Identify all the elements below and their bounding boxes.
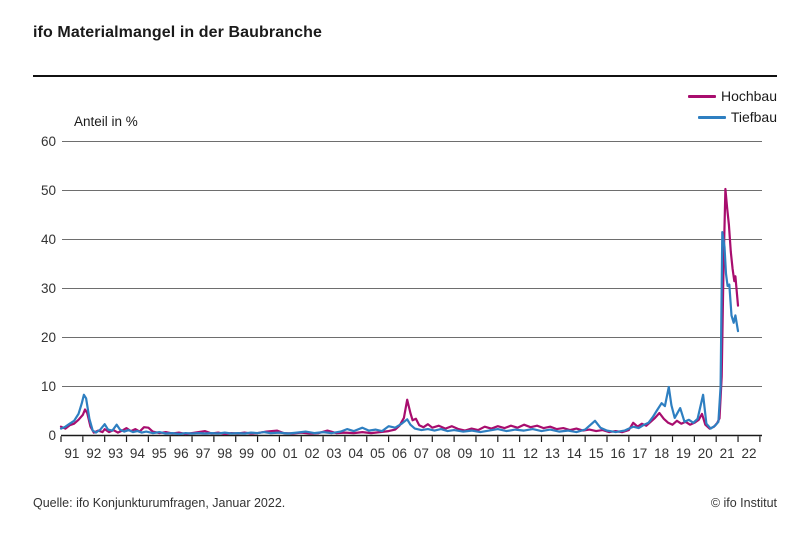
x-tick-label: 03 xyxy=(326,446,341,461)
tiefbau-line-swatch xyxy=(697,115,726,119)
x-tick-label: 02 xyxy=(305,446,320,461)
x-tick-label: 12 xyxy=(523,446,538,461)
x-tick-label: 93 xyxy=(108,446,123,461)
legend-item-tiefbau: Tiefbau xyxy=(697,109,777,125)
x-tick-label: 00 xyxy=(261,446,276,461)
x-tick-label: 95 xyxy=(152,446,167,461)
x-tick-label: 92 xyxy=(86,446,101,461)
x-tick-label: 22 xyxy=(741,446,756,461)
x-tick-label: 97 xyxy=(195,446,210,461)
x-tick-label: 18 xyxy=(654,446,669,461)
y-tick-label: 10 xyxy=(41,379,56,394)
x-tick-label: 08 xyxy=(436,446,451,461)
x-tick-label: 07 xyxy=(414,446,429,461)
x-tick-label: 96 xyxy=(174,446,189,461)
x-tick-label: 14 xyxy=(567,446,583,461)
x-tick-label: 04 xyxy=(348,446,364,461)
y-tick-label: 0 xyxy=(48,428,56,443)
x-tick-label: 10 xyxy=(479,446,494,461)
x-tick-label: 13 xyxy=(545,446,560,461)
x-tick-label: 91 xyxy=(64,446,79,461)
x-tick-label: 20 xyxy=(698,446,713,461)
y-tick-label: 50 xyxy=(41,183,56,198)
x-tick-label: 21 xyxy=(720,446,735,461)
x-tick-label: 06 xyxy=(392,446,407,461)
title-divider xyxy=(33,75,777,78)
x-tick-label: 16 xyxy=(610,446,625,461)
y-tick-label: 30 xyxy=(41,281,56,296)
x-tick-label: 15 xyxy=(589,446,604,461)
copyright-note: © ifo Institut xyxy=(710,496,777,510)
x-tick-label: 11 xyxy=(502,446,516,461)
x-tick-label: 09 xyxy=(458,446,473,461)
hochbau-line xyxy=(59,187,740,436)
hochbau-line-swatch xyxy=(687,94,716,98)
x-tick-label: 99 xyxy=(239,446,254,461)
x-tick-label: 17 xyxy=(632,446,647,461)
y-tick-label: 40 xyxy=(41,232,56,247)
legend-label-tiefbau: Tiefbau xyxy=(730,109,777,125)
x-tick-label: 94 xyxy=(130,446,146,461)
legend-item-hochbau: Hochbau xyxy=(687,88,777,104)
legend-label-hochbau: Hochbau xyxy=(720,88,777,104)
page-title: ifo Materialmangel in der Baubranche xyxy=(33,24,322,41)
source-note: Quelle: ifo Konjunkturumfragen, Januar 2… xyxy=(33,496,286,510)
x-tick-label: 98 xyxy=(217,446,232,461)
x-tick-label: 19 xyxy=(676,446,691,461)
y-tick-label: 60 xyxy=(41,134,56,149)
y-tick-label: 20 xyxy=(41,330,56,345)
y-axis-unit-label: Anteil in % xyxy=(74,114,138,129)
x-tick-label: 05 xyxy=(370,446,385,461)
legend: Hochbau Tiefbau xyxy=(687,88,777,125)
x-tick-label: 01 xyxy=(283,446,298,461)
tiefbau-line xyxy=(59,231,740,436)
